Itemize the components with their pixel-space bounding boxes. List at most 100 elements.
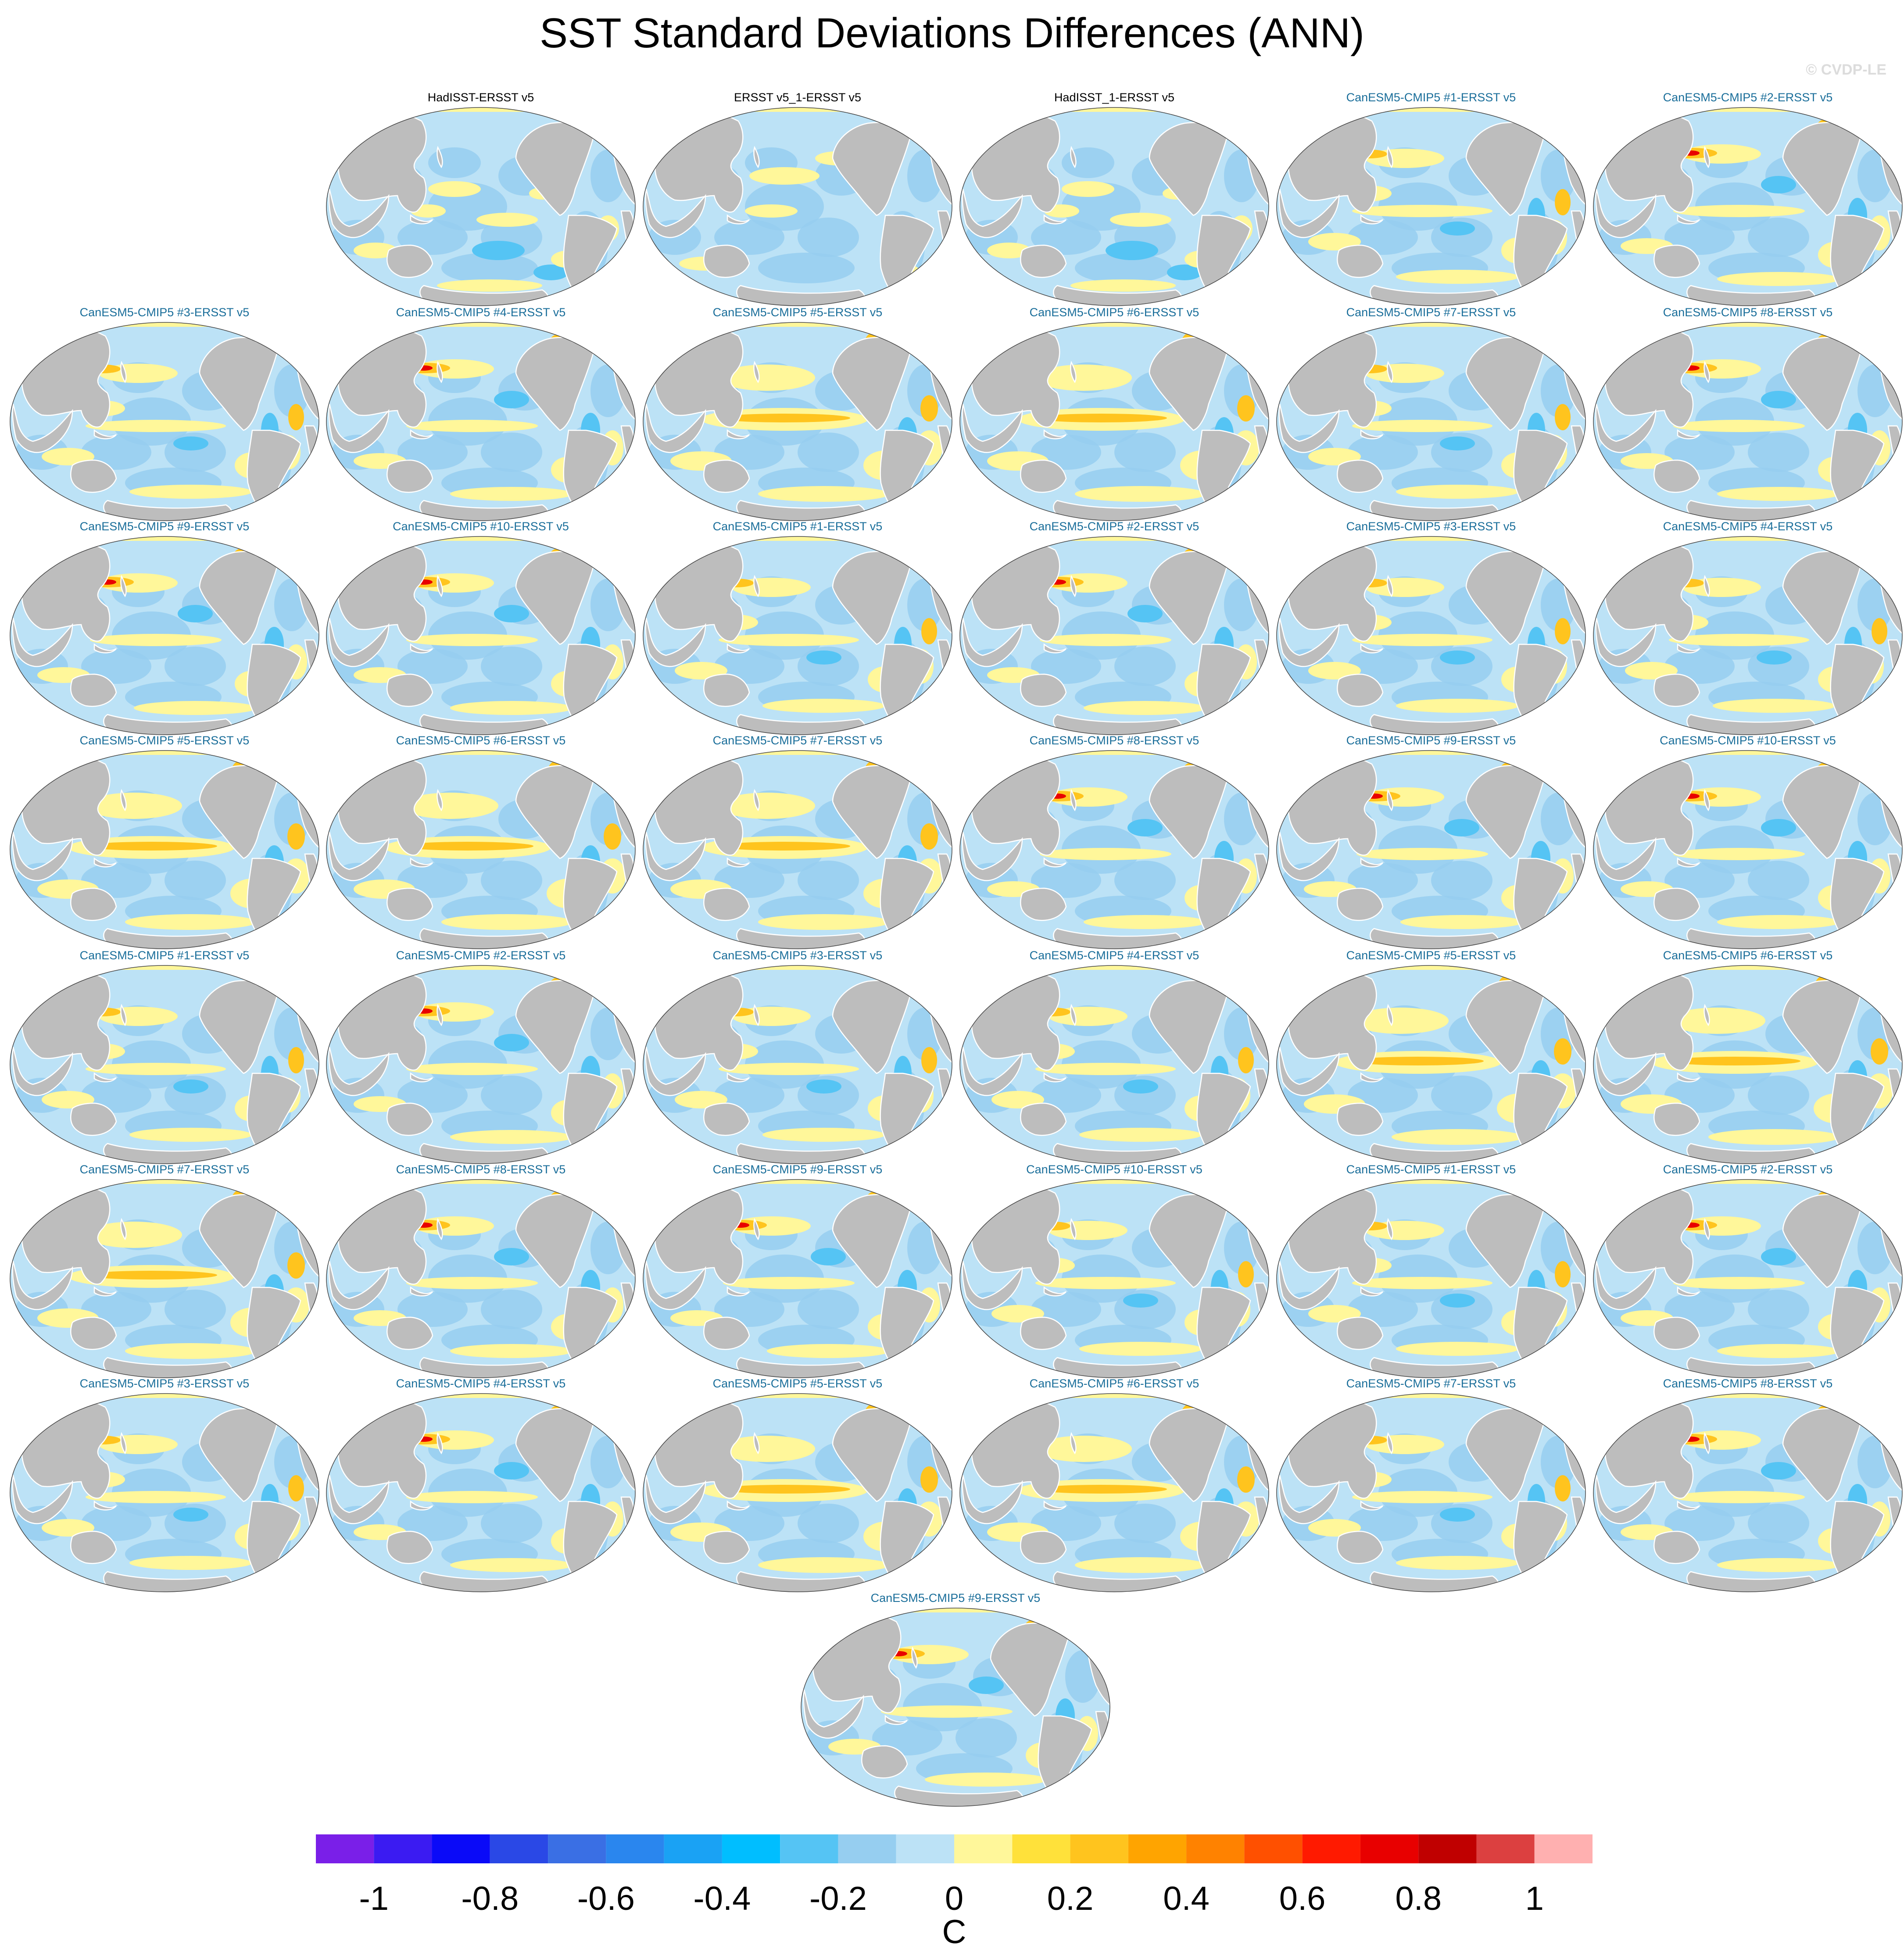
land-mass [703,244,750,278]
anomaly-positive-strong [1555,1261,1571,1287]
anomaly-negative [1748,218,1809,257]
colorbar-swatch [548,1834,606,1863]
anomaly-positive-strong [287,823,305,850]
anomaly-positive [749,167,820,185]
panel-title: CanESM5-CMIP5 #1-ERSST v5 [1346,1163,1516,1176]
anomaly-positive [1308,1519,1361,1537]
land-mass [703,459,750,493]
anomaly-positive [881,1705,1013,1718]
land-mass [437,575,443,597]
anomaly-positive [476,213,538,227]
land-mass [93,1072,117,1083]
anomaly-positive-strong [1035,1485,1167,1494]
anomaly-negative [1075,253,1171,283]
panel-title: CanESM5-CMIP5 #2-ERSST v5 [1663,91,1833,104]
anomaly-positive [758,486,890,502]
map-panel: CanESM5-CMIP5 #3-ERSST v5 [7,305,322,521]
watermark: © CVDP-LE [1806,61,1886,78]
arctic-band [1277,751,1585,755]
land-mass [120,789,127,811]
anomaly-positive [450,1344,573,1358]
land-mass [93,1286,117,1297]
land-mass [328,832,390,881]
land-mass [410,429,433,440]
panel-title: CanESM5-CMIP5 #3-ERSST v5 [79,306,250,319]
colorbar-swatch [896,1834,954,1863]
anomaly-positive [450,701,573,715]
colorbar-tick-label: 1 [1525,1880,1544,1917]
colorbar-tick-label: 0.2 [1047,1880,1094,1917]
anomaly-positive [406,1277,538,1289]
map-panel: CanESM5-CMIP5 #5-ERSST v5 [640,1376,956,1592]
anomaly-positive [1673,205,1805,217]
anomaly-positive-strong [1871,1038,1888,1065]
arctic-band [10,536,319,541]
anomaly-positive-strong [1352,1057,1484,1065]
panel-title: HadISST-ERSST v5 [427,91,534,104]
map-panel: CanESM5-CMIP5 #1-ERSST v5 [1273,90,1589,306]
map-outline [959,1393,1269,1592]
anomaly-positive [90,634,222,646]
panel-title: CanESM5-CMIP5 #8-ERSST v5 [1663,306,1833,319]
land-mass [1595,832,1657,881]
world-map [643,322,952,521]
anomaly-negative [481,1504,542,1543]
arctic-band [643,107,952,112]
land-mass [1278,189,1340,238]
land-mass [1337,1530,1384,1564]
panel-title: CanESM5-CMIP5 #9-ERSST v5 [712,1163,883,1176]
panel-title: CanESM5-CMIP5 #10-ERSST v5 [1026,1163,1203,1176]
anomaly-positive-strong [1555,189,1571,215]
map-panel: CanESM5-CMIP5 #10-ERSST v5 [1590,733,1904,949]
anomaly-negative-strong [811,1248,846,1265]
map-panel: HadISST-ERSST v5 [323,90,639,306]
colorbar-swatch [1244,1834,1303,1863]
map-panel: CanESM5-CMIP5 #8-ERSST v5 [1590,1376,1904,1592]
land-mass [93,857,117,868]
panel-title: CanESM5-CMIP5 #2-ERSST v5 [396,949,566,962]
land-mass [70,887,117,921]
arctic-band [326,107,635,112]
colorbar-swatch [1360,1834,1419,1863]
anomaly-negative-strong [1761,1462,1796,1480]
panel-title: CanESM5-CMIP5 #5-ERSST v5 [79,734,250,747]
anomaly-positive [745,204,798,218]
map-outline [1276,536,1586,735]
map-outline [10,1393,319,1592]
anomaly-negative-strong [1444,819,1479,836]
anomaly-positive-strong [86,1271,217,1280]
anomaly-positive [1308,233,1361,250]
land-mass [12,404,73,453]
land-mass [1278,618,1340,667]
panel-title: CanESM5-CMIP5 #3-ERSST v5 [712,949,883,962]
land-mass [1020,1316,1067,1350]
map-outline [959,750,1269,949]
anomaly-negative [1431,1076,1492,1115]
map-panel: CanESM5-CMIP5 #4-ERSST v5 [1590,519,1904,735]
arctic-band [10,965,319,970]
land-mass [703,887,750,921]
map-outline [326,965,636,1164]
panel-title: CanESM5-CMIP5 #8-ERSST v5 [396,1163,566,1176]
map-outline [1276,750,1586,949]
anomaly-negative-strong [494,1462,529,1480]
arctic-band [643,965,952,970]
map-panel: CanESM5-CMIP5 #10-ERSST v5 [956,1162,1272,1378]
anomaly-positive [1396,270,1519,284]
anomaly-positive [406,634,538,646]
anomaly-negative-strong [1123,1079,1158,1094]
arctic-band [1593,322,1902,327]
anomaly-positive [437,279,542,292]
anomaly-positive [758,914,890,930]
anomaly-positive [134,701,257,715]
land-mass [703,1530,750,1564]
map-panel: CanESM5-CMIP5 #7-ERSST v5 [7,1162,322,1378]
map-outline [10,536,319,735]
world-map [643,536,952,735]
land-mass [703,1102,750,1136]
anomaly-positive [1717,1558,1840,1572]
anomaly-negative [1114,647,1176,686]
land-mass [1704,1432,1710,1455]
anomaly-positive [1352,205,1492,217]
land-mass [328,1475,390,1524]
